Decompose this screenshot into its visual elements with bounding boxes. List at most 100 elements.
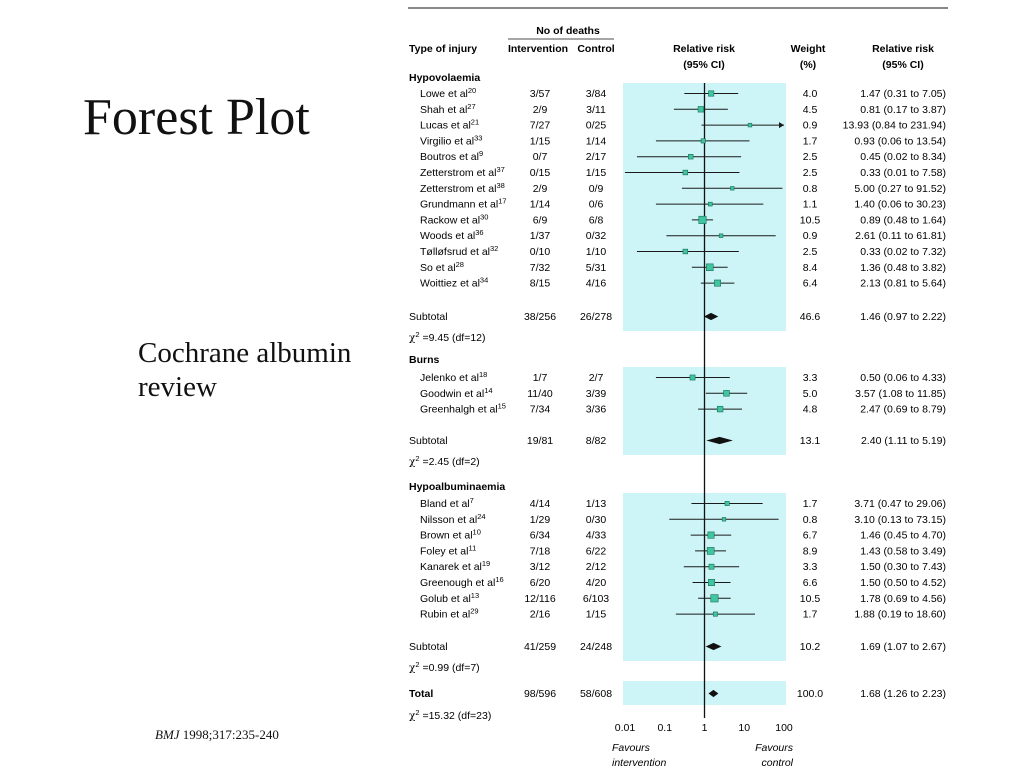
study-0-3-weight: 1.7 (803, 135, 818, 147)
study-2-6-point (710, 594, 719, 603)
study-0-12-point (714, 279, 721, 287)
study-1-0-ref: 18 (479, 370, 487, 379)
study-0-3-label: Virgilio et al33 (420, 133, 482, 147)
study-2-4-weight: 3.3 (803, 561, 818, 573)
study-0-8-point (698, 215, 707, 224)
study-0-5-point (682, 169, 689, 176)
study-2-5-label: Greenough et al16 (420, 575, 504, 589)
study-0-12-name: Woittiez et al (420, 278, 480, 290)
total-label: Total (409, 688, 433, 700)
study-1-2-weight: 4.8 (803, 404, 818, 416)
study-0-0-int: 3/57 (530, 88, 551, 100)
group-name-2: Hypoalbuminaemia (409, 481, 505, 493)
study-0-7-ref: 17 (498, 197, 506, 206)
favours-left-1: Favours (612, 742, 651, 754)
total-rr-text: 1.68 (1.26 to 2.23) (860, 688, 946, 700)
header-rr-text-line2: (95% CI) (882, 59, 923, 71)
study-1-1-int: 11/40 (527, 388, 553, 400)
study-1-0-weight: 3.3 (803, 372, 818, 384)
header-weight-line1: Weight (791, 43, 826, 55)
study-0-6-int: 2/9 (533, 183, 548, 195)
study-2-1-name: Nilsson et al (420, 514, 477, 526)
study-0-1-point (697, 106, 704, 113)
study-0-10-ref: 32 (490, 244, 498, 253)
study-2-3-rr-text: 1.43 (0.58 to 3.49) (860, 545, 946, 557)
subtotal-0-int: 38/256 (524, 311, 556, 323)
study-1-0-int: 1/7 (533, 372, 548, 384)
study-0-7-rr-text: 1.40 (0.06 to 30.23) (854, 199, 946, 211)
study-2-4-rr-text: 1.50 (0.30 to 7.43) (860, 561, 946, 573)
x-tick-1: 0.1 (657, 722, 672, 734)
study-1-1-label: Goodwin et al14 (420, 386, 493, 400)
study-2-3-weight: 8.9 (803, 545, 818, 557)
subtotal-0-rr-text: 1.46 (0.97 to 2.22) (860, 311, 946, 323)
study-2-2-ref: 10 (473, 528, 481, 537)
subtotal-1-rr-text: 2.40 (1.11 to 5.19) (861, 435, 946, 447)
study-2-0-ref: 7 (470, 496, 474, 505)
study-2-6-weight: 10.5 (800, 593, 821, 605)
study-0-12-ref: 34 (480, 276, 488, 285)
study-0-9-int: 1/37 (530, 230, 551, 242)
study-0-10-label: Tølløfsrud et al32 (420, 244, 498, 258)
study-0-5-ctl: 1/15 (586, 167, 607, 179)
study-0-6-ctl: 0/9 (589, 183, 604, 195)
study-0-7-ctl: 0/6 (589, 199, 604, 211)
study-0-8-name: Rackow et al (420, 214, 480, 226)
study-0-4-rr-text: 0.45 (0.02 to 8.34) (860, 151, 946, 163)
study-0-10-weight: 2.5 (803, 246, 818, 258)
study-2-6-ref: 13 (471, 591, 479, 600)
study-2-3-ctl: 6/22 (586, 545, 607, 557)
study-1-2-point (716, 405, 724, 413)
study-0-12-int: 8/15 (530, 278, 551, 290)
study-0-1-ref: 27 (467, 102, 475, 111)
study-0-11-name: So et al (420, 262, 456, 274)
x-tick-0: 0.01 (615, 722, 636, 734)
citation: BMJ 1998;317:235-240 (155, 727, 279, 743)
study-0-9-label: Woods et al36 (420, 228, 484, 242)
header-weight-line2: (%) (800, 59, 816, 71)
study-2-4-ctl: 2/12 (586, 561, 607, 573)
study-0-6-point (730, 186, 735, 191)
study-0-4-label: Boutros et al9 (420, 149, 483, 163)
study-0-1-ctl: 3/11 (586, 104, 606, 116)
study-2-7-label: Rubin et al29 (420, 607, 479, 621)
study-1-0-ctl: 2/7 (589, 372, 604, 384)
study-1-2-ctl: 3/36 (586, 404, 607, 416)
study-2-5-name: Greenough et al (420, 577, 495, 589)
study-0-5-ref: 37 (496, 165, 504, 174)
study-2-1-ref: 24 (477, 512, 485, 521)
subtotal-0-weight: 46.6 (800, 311, 821, 323)
study-0-2-int: 7/27 (530, 120, 551, 132)
chi-value-2: =0.99 (df=7) (420, 662, 480, 674)
study-2-1-label: Nilsson et al24 (420, 512, 486, 526)
study-1-2-ref: 15 (498, 402, 506, 411)
study-2-4-name: Kanarek et al (420, 561, 482, 573)
study-0-2-name: Lucas et al (420, 120, 471, 132)
study-0-1-weight: 4.5 (803, 104, 818, 116)
study-1-0-point (689, 374, 696, 381)
study-0-0-weight: 4.0 (803, 88, 818, 100)
study-0-5-int: 0/15 (530, 167, 551, 179)
study-2-3-label: Foley et al11 (420, 543, 476, 557)
study-2-0-ctl: 1/13 (586, 498, 607, 510)
study-0-0-label: Lowe et al20 (420, 86, 476, 100)
study-2-0-point (724, 501, 730, 506)
study-2-7-rr-text: 1.88 (0.19 to 18.60) (854, 609, 946, 621)
subtotal-label-2: Subtotal (409, 641, 448, 653)
study-1-2-rr-text: 2.47 (0.69 to 8.79) (860, 404, 946, 416)
study-0-4-int: 0/7 (533, 151, 548, 163)
citation-journal: BMJ (155, 727, 180, 742)
study-0-6-weight: 0.8 (803, 183, 818, 195)
study-0-9-weight: 0.9 (803, 230, 818, 242)
chi-0: χ2 =9.45 (df=12) (409, 330, 486, 344)
study-0-7-name: Grundmann et al (420, 199, 498, 211)
header-rr-line1: Relative risk (673, 43, 735, 55)
study-0-12-rr-text: 2.13 (0.81 to 5.64) (860, 278, 946, 290)
study-0-1-int: 2/9 (533, 104, 548, 116)
header-control: Control (577, 43, 614, 55)
study-2-0-label: Bland et al7 (420, 496, 474, 510)
citation-ref: 1998;317:235-240 (179, 727, 279, 742)
subtotal-diamond-2 (705, 642, 722, 651)
study-1-2-int: 7/34 (530, 404, 551, 416)
study-0-10-ctl: 1/10 (586, 246, 607, 258)
